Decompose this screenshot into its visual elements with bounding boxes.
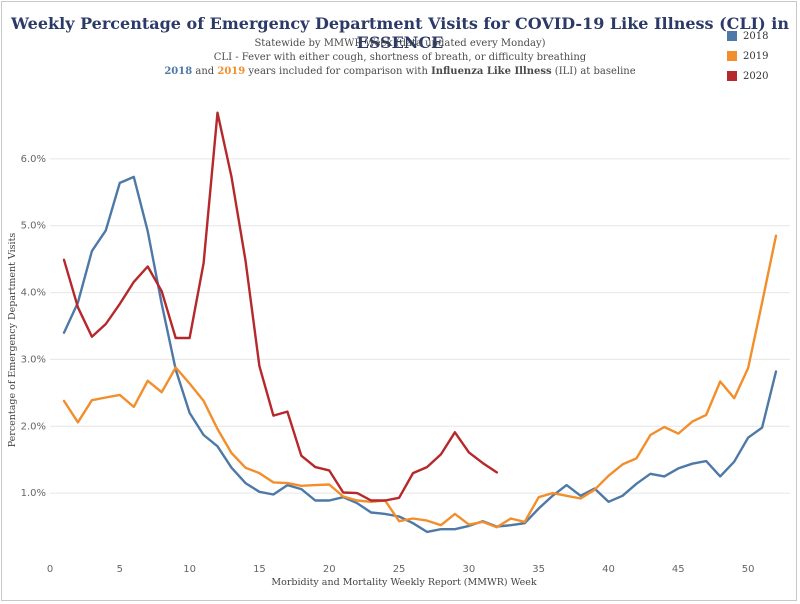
x-tick-label: 40 <box>602 564 615 575</box>
x-tick-label: 10 <box>183 564 196 575</box>
x-tick-label: 25 <box>393 564 406 575</box>
subtitle-and: and <box>192 66 218 77</box>
subtitle-year-2018: 2018 <box>164 66 193 77</box>
legend-swatch-2020 <box>727 71 737 81</box>
x-tick-label: 20 <box>323 564 336 575</box>
chart-subtitle-comparison: 2018 and 2019 years included for compari… <box>0 66 800 77</box>
y-axis-title: Percentage of Emergency Department Visit… <box>7 233 18 448</box>
subtitle-year-2019: 2019 <box>217 66 246 77</box>
legend-label-2020: 2020 <box>743 70 769 82</box>
chart-subtitle-update: Statewide by MMWR Week (data updated eve… <box>254 38 546 49</box>
series-line-2019[interactable] <box>62 234 778 529</box>
subtitle-end: (ILI) at baseline <box>551 66 636 77</box>
y-tick-label: 2.0% <box>21 421 46 432</box>
y-tick-label: 6.0% <box>21 154 46 165</box>
series-lines <box>62 111 778 534</box>
x-tick-label: 15 <box>253 564 266 575</box>
x-tick-label: 35 <box>532 564 545 575</box>
legend-swatch-2019 <box>727 51 737 61</box>
legend-item-2019[interactable]: 2019 <box>727 46 768 66</box>
y-tick-label: 4.0% <box>21 288 46 299</box>
x-tick-label: 0 <box>47 564 53 575</box>
legend: 2018 2019 2020 <box>727 26 768 86</box>
y-axis-ticks: 1.0% 2.0% 3.0% 4.0% 5.0% 6.0% <box>21 154 46 499</box>
series-line-2020[interactable] <box>62 111 498 502</box>
legend-label-2019: 2019 <box>743 50 769 62</box>
legend-item-2020[interactable]: 2020 <box>727 66 768 86</box>
subtitle-mid: years included for comparison with <box>245 66 432 77</box>
legend-label-2018: 2018 <box>743 30 769 42</box>
legend-swatch-2018 <box>727 31 737 41</box>
subtitle-ili: Influenza Like Illness <box>431 66 552 77</box>
y-tick-label: 5.0% <box>21 221 46 232</box>
x-tick-label: 50 <box>742 564 755 575</box>
x-axis-ticks: 0 5 10 15 20 25 30 35 40 45 50 <box>47 564 755 575</box>
legend-item-2018[interactable]: 2018 <box>727 26 768 46</box>
x-axis-title: Morbidity and Mortality Weekly Report (M… <box>271 577 536 588</box>
chart-subtitle-definition: CLI - Fever with either cough, shortness… <box>213 52 587 63</box>
x-tick-label: 5 <box>117 564 123 575</box>
y-tick-label: 1.0% <box>21 488 46 499</box>
gridlines <box>50 158 790 494</box>
series-line-2018[interactable] <box>62 175 778 534</box>
x-tick-label: 45 <box>672 564 685 575</box>
y-tick-label: 3.0% <box>21 354 46 365</box>
x-tick-label: 30 <box>463 564 476 575</box>
chart-title: Weekly Percentage of Emergency Departmen… <box>11 14 789 52</box>
